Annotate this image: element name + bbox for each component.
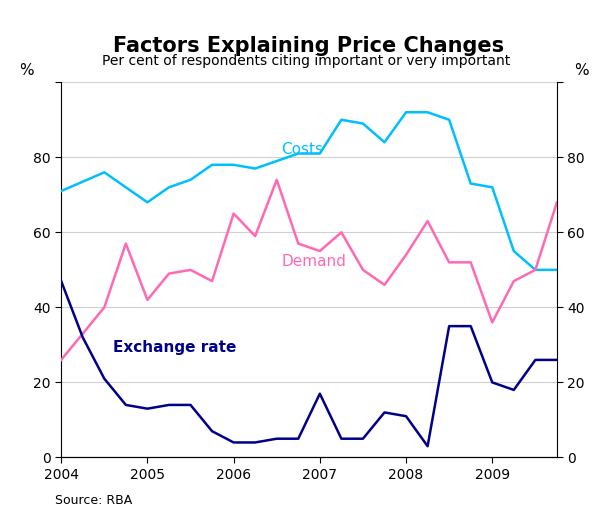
Text: Demand: Demand	[281, 254, 346, 269]
Text: Costs: Costs	[281, 141, 323, 157]
Text: %: %	[19, 64, 34, 79]
Text: %: %	[575, 64, 589, 79]
Title: Factors Explaining Price Changes: Factors Explaining Price Changes	[113, 35, 505, 56]
Text: Source: RBA: Source: RBA	[55, 494, 132, 507]
Text: Exchange rate: Exchange rate	[113, 340, 236, 355]
Text: Per cent of respondents citing important or very important: Per cent of respondents citing important…	[102, 54, 510, 68]
